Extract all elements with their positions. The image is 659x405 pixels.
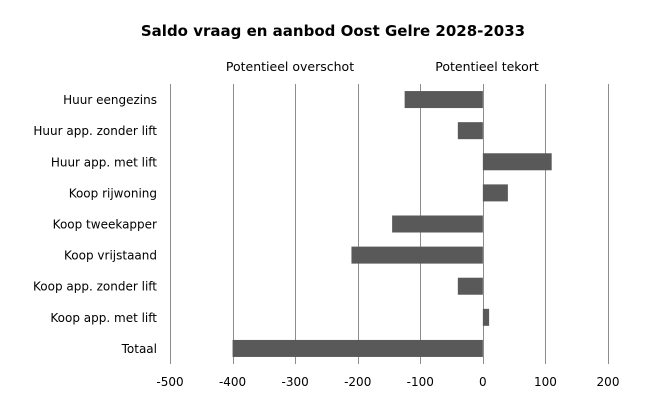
category-label: Koop vrijstaand	[64, 249, 157, 263]
category-label: Koop tweekapper	[53, 218, 157, 232]
x-tick-label: 100	[534, 375, 557, 389]
bar	[457, 277, 483, 295]
bar	[404, 91, 483, 109]
x-tick-label: -500	[156, 375, 183, 389]
bar	[457, 122, 483, 140]
x-tick-label: -200	[344, 375, 371, 389]
annotation-overschot: Potentieel overschot	[226, 59, 354, 74]
x-tick-label: -400	[219, 375, 246, 389]
bar	[232, 339, 483, 357]
category-label: Huur app. met lift	[51, 155, 157, 169]
category-label: Koop app. met lift	[50, 311, 157, 325]
category-label: Huur app. zonder lift	[33, 124, 157, 138]
x-tick-label: -100	[407, 375, 434, 389]
gridlines	[170, 84, 609, 364]
category-label: Huur eengezins	[63, 93, 157, 107]
bar	[482, 184, 508, 202]
bars	[232, 91, 552, 357]
category-label: Koop rijwoning	[69, 186, 157, 200]
x-axis-tick-labels: -500 -400 -300 -200 -100 0 100 200	[156, 375, 619, 389]
bar	[482, 308, 490, 326]
x-tick-label: 200	[597, 375, 620, 389]
category-label: Totaal	[121, 342, 157, 356]
chart-title: Saldo vraag en aanbod Oost Gelre 2028-20…	[141, 22, 525, 40]
bar	[392, 215, 483, 233]
bar	[482, 153, 552, 171]
category-label: Koop app. zonder lift	[33, 280, 157, 294]
category-labels: Huur eengezins Huur app. zonder lift Huur …	[33, 93, 157, 356]
annotation-tekort: Potentieel tekort	[435, 59, 539, 74]
x-tick-label: -300	[282, 375, 309, 389]
bar	[351, 246, 483, 264]
x-tick-label: 0	[479, 375, 487, 389]
